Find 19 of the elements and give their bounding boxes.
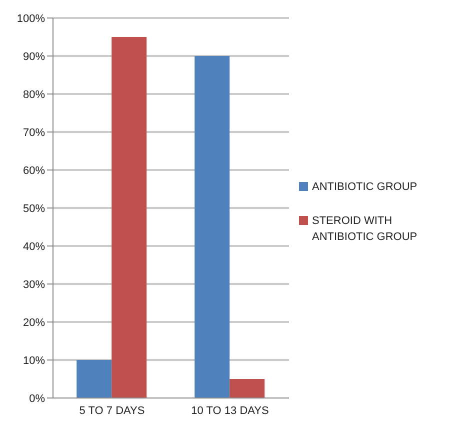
x-tick-label: 5 TO 7 DAYS (79, 404, 145, 417)
bar (76, 360, 112, 398)
y-tick-label: 70% (22, 126, 46, 139)
legend-label: STEROID WITH ANTIBIOTIC GROUP (312, 214, 418, 244)
legend-label: ANTIBIOTIC GROUP (312, 180, 418, 194)
y-tick-label: 50% (22, 202, 46, 215)
y-tick-label: 100% (16, 12, 46, 25)
x-tick-label: 10 TO 13 DAYS (191, 404, 269, 417)
y-tick-label: 80% (22, 88, 46, 101)
bar (230, 379, 265, 398)
y-tick-label: 10% (22, 354, 46, 367)
y-tick-label: 90% (22, 50, 46, 63)
y-tick-label: 60% (22, 164, 46, 177)
y-tick-label: 30% (22, 278, 46, 291)
y-tick-label: 40% (22, 240, 46, 253)
bar (194, 56, 230, 398)
bar (112, 37, 147, 398)
y-tick-label: 0% (29, 392, 46, 405)
y-tick-label: 20% (22, 316, 46, 329)
